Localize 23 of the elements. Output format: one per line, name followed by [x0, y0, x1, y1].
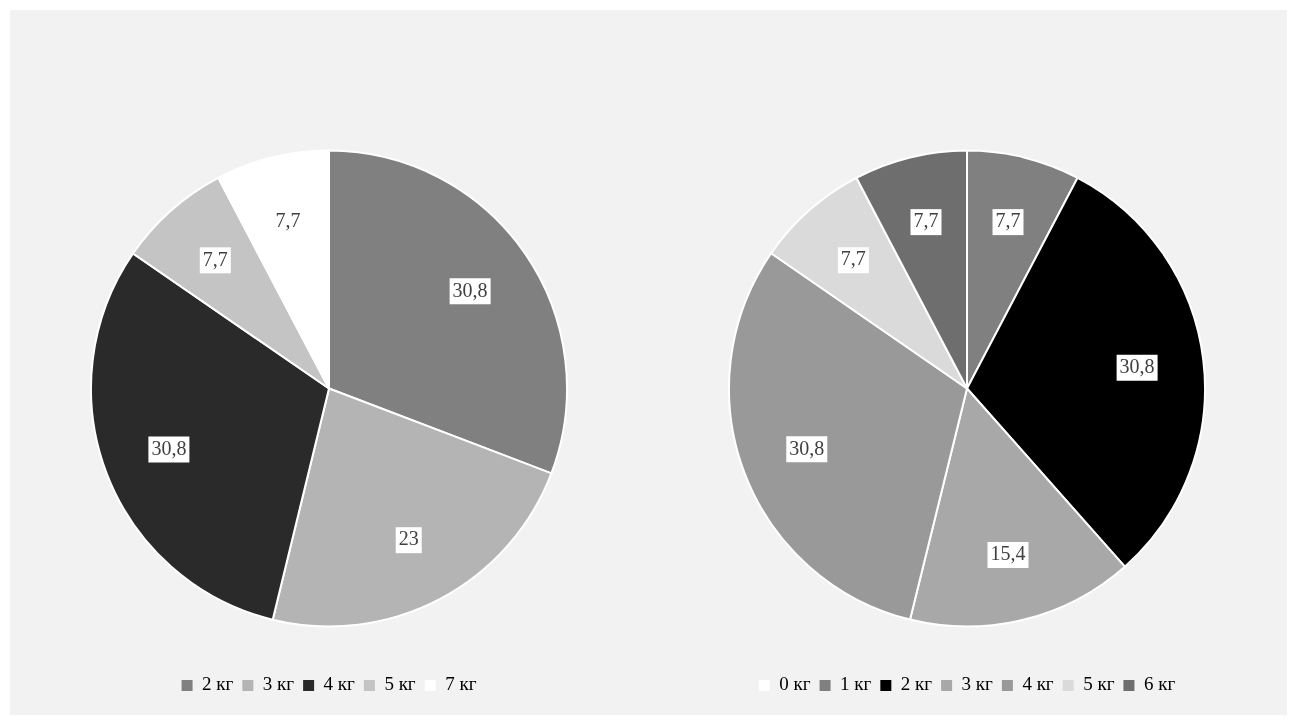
legend-label: 0 кг: [779, 673, 811, 695]
legend-label: 2 кг: [900, 673, 933, 695]
legend-label: 4 кг: [1022, 673, 1054, 695]
legend-label: 3 кг: [961, 673, 994, 695]
legend-label: 2 кг: [202, 673, 234, 695]
data-label: 30,8: [452, 278, 488, 301]
data-label: 30,8: [789, 436, 825, 459]
data-label: 7,7: [913, 209, 939, 232]
legend-label: 5 кг: [384, 673, 416, 695]
data-label: 7,7: [995, 209, 1021, 232]
data-label: 30,8: [1119, 355, 1155, 378]
legend-label: 7 кг: [445, 673, 477, 695]
legend-label: 6 кг: [1143, 673, 1176, 695]
legend-label: 5 кг: [1083, 673, 1115, 695]
legend-label: 4 кг: [323, 673, 356, 695]
data-label: 7,7: [202, 247, 228, 270]
data-label: 7,7: [275, 209, 301, 232]
legend-label: 1 кг: [840, 673, 872, 695]
data-label: 7,7: [840, 247, 866, 270]
legend-label: 3 кг: [262, 673, 295, 695]
data-label: 15,4: [990, 542, 1026, 565]
data-label: 30,8: [151, 436, 187, 459]
data-label: 23: [398, 527, 419, 550]
